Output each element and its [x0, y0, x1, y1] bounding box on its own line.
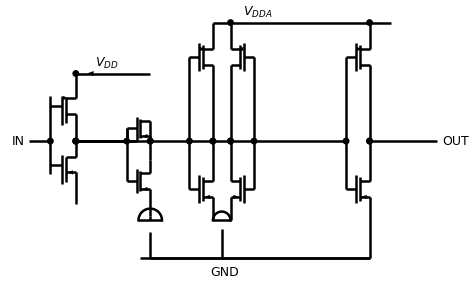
Circle shape — [73, 71, 79, 76]
Polygon shape — [142, 187, 147, 191]
Text: $V_{DD}$: $V_{DD}$ — [95, 56, 119, 71]
Polygon shape — [68, 171, 73, 174]
Polygon shape — [234, 195, 238, 199]
Circle shape — [367, 20, 372, 25]
Polygon shape — [238, 47, 243, 51]
Circle shape — [343, 138, 349, 144]
Circle shape — [367, 138, 372, 144]
Polygon shape — [200, 47, 205, 51]
Polygon shape — [88, 71, 93, 76]
Text: GND: GND — [210, 266, 239, 279]
Circle shape — [73, 138, 79, 144]
Circle shape — [187, 138, 192, 144]
Polygon shape — [142, 134, 147, 138]
Text: IN: IN — [12, 135, 25, 148]
Circle shape — [228, 138, 233, 144]
Circle shape — [147, 138, 153, 144]
Circle shape — [47, 138, 53, 144]
Circle shape — [73, 138, 79, 144]
Circle shape — [124, 138, 129, 144]
Circle shape — [367, 138, 372, 144]
Circle shape — [73, 138, 79, 144]
Polygon shape — [63, 96, 68, 100]
Circle shape — [228, 20, 233, 25]
Circle shape — [228, 138, 233, 144]
Circle shape — [210, 138, 216, 144]
Polygon shape — [205, 195, 210, 199]
Text: OUT: OUT — [442, 135, 469, 148]
Circle shape — [251, 138, 257, 144]
Circle shape — [147, 138, 153, 144]
Polygon shape — [357, 47, 362, 51]
Polygon shape — [362, 195, 366, 199]
Circle shape — [210, 138, 216, 144]
Text: $V_{DDA}$: $V_{DDA}$ — [243, 5, 273, 20]
